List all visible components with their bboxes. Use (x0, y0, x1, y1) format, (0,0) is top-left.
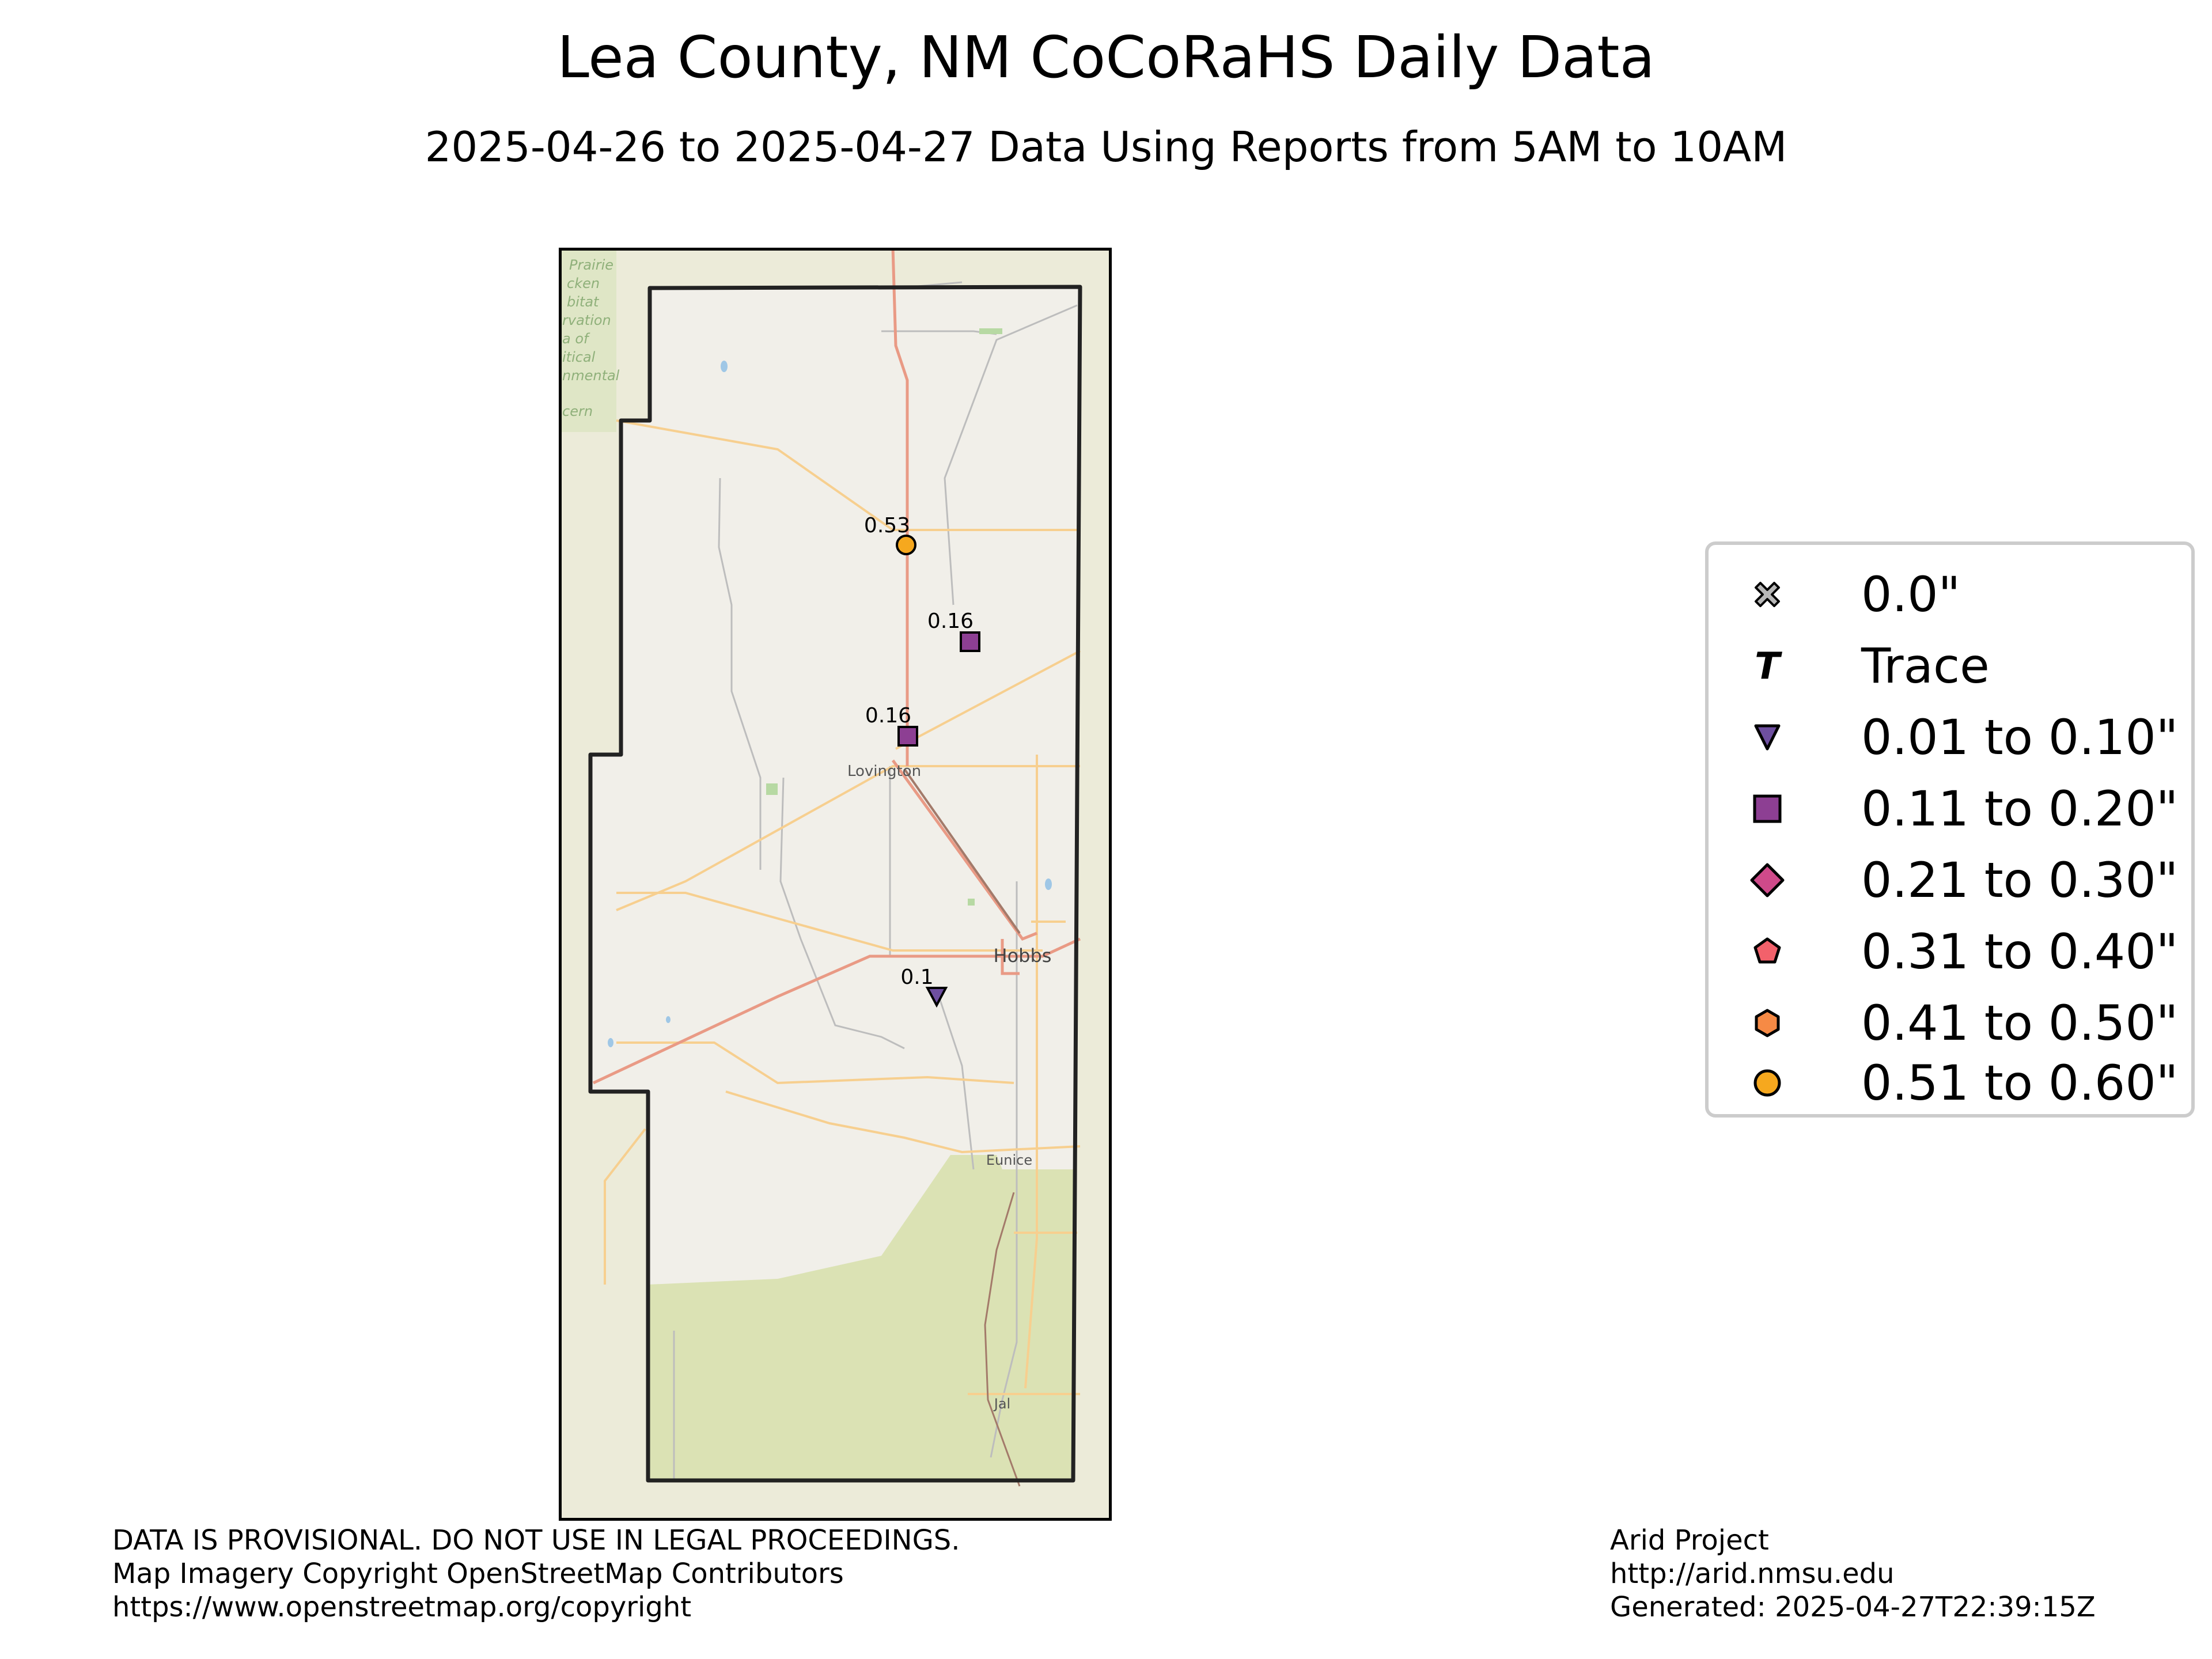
prairie-label-line: itical (562, 349, 596, 365)
prairie-label-line: cern (562, 403, 593, 419)
map-frame (559, 248, 1112, 1521)
legend-label: 0.41 to 0.50" (1861, 995, 2179, 1051)
station-marker (960, 631, 980, 652)
footer-line: DATA IS PROVISIONAL. DO NOT USE IN LEGAL… (112, 1524, 960, 1556)
county-boundary (588, 285, 1082, 1483)
station-value-label: 0.16 (865, 704, 911, 728)
station-marker (897, 726, 918, 747)
legend-item: 0.0" (1709, 559, 2191, 630)
park-areas (766, 328, 1002, 906)
county-map: Lovington Hobbs Eunice Jal Prairie cken … (559, 248, 1112, 1521)
square-icon (1753, 794, 1782, 823)
t-icon: T (1755, 649, 1782, 683)
footer-line: http://arid.nmsu.edu (1610, 1558, 1895, 1590)
prairie-label-line: nmental (562, 368, 620, 384)
place-label-hobbs: Hobbs (994, 945, 1052, 967)
station-marker (896, 535, 916, 555)
pentagon-icon (1753, 937, 1781, 964)
legend-label: 0.11 to 0.20" (1861, 781, 2179, 837)
prairie-area (559, 248, 616, 432)
prairie-label-line: Prairie (569, 257, 613, 273)
legend-item: 0.01 to 0.10" (1709, 702, 2191, 773)
place-label-eunice: Eunice (986, 1152, 1032, 1168)
chart-title: Lea County, NM CoCoRaHS Daily Data (557, 24, 1655, 91)
station-value-label: 0.1 (900, 965, 933, 989)
legend-label: 0.01 to 0.10" (1861, 709, 2179, 766)
prairie-label-line: cken (567, 275, 600, 291)
legend-item: 0.51 to 0.60" (1709, 1047, 2191, 1119)
footer-line: Map Imagery Copyright OpenStreetMap Cont… (112, 1558, 844, 1590)
legend-label: 0.31 to 0.40" (1861, 923, 2179, 980)
legend: 0.0" T Trace 0.01 to 0.10" 0.11 to 0.20"… (1705, 541, 2195, 1118)
highway-route (903, 768, 1021, 934)
footer-line: Arid Project (1610, 1524, 1769, 1556)
legend-item: 0.11 to 0.20" (1709, 773, 2191, 844)
prairie-label-line: a of (562, 331, 590, 347)
legend-item: 0.21 to 0.30" (1709, 844, 2191, 916)
footer-credits: Arid Project http://arid.nmsu.edu Genera… (1610, 1524, 2096, 1624)
place-label-lovington: Lovington (847, 763, 921, 780)
legend-label: 0.21 to 0.30" (1861, 852, 2179, 908)
prairie-label-line: rvation (562, 312, 611, 328)
svg-text:T: T (1755, 649, 1782, 683)
footer-line: https://www.openstreetmap.org/copyright (112, 1591, 692, 1623)
legend-item: 0.41 to 0.50" (1709, 987, 2191, 1059)
station-value-label: 0.53 (864, 514, 910, 537)
water-bodies (608, 361, 1052, 1047)
highway-route-south (984, 1192, 1021, 1487)
legend-label: 0.0" (1861, 566, 1961, 623)
station-value-label: 0.16 (927, 609, 974, 633)
x-icon (1755, 582, 1780, 607)
prairie-label-line: bitat (567, 294, 600, 310)
legend-label: 0.51 to 0.60" (1861, 1055, 2179, 1111)
minor-roads (673, 281, 1078, 1480)
footer-line: Generated: 2025-04-27T22:39:15Z (1610, 1591, 2096, 1623)
prairie-area-labels: Prairie cken bitat rvation a of itical n… (562, 257, 620, 419)
chart-subtitle: 2025-04-26 to 2025-04-27 Data Using Repo… (425, 123, 1787, 171)
legend-item: 0.31 to 0.40" (1709, 916, 2191, 987)
station-marker (925, 987, 948, 1008)
legend-label: Trace (1861, 638, 1990, 694)
footer-disclaimer: DATA IS PROVISIONAL. DO NOT USE IN LEGAL… (112, 1524, 960, 1624)
vegetation-area (648, 1155, 1073, 1480)
diamond-icon (1750, 863, 1785, 897)
legend-item: T Trace (1709, 630, 2191, 702)
circle-icon (1753, 1069, 1781, 1097)
primary-roads (592, 248, 1081, 1085)
place-label-jal: Jal (993, 1396, 1010, 1412)
hexagon-icon (1755, 1009, 1780, 1037)
triangle-icon (1754, 724, 1781, 751)
